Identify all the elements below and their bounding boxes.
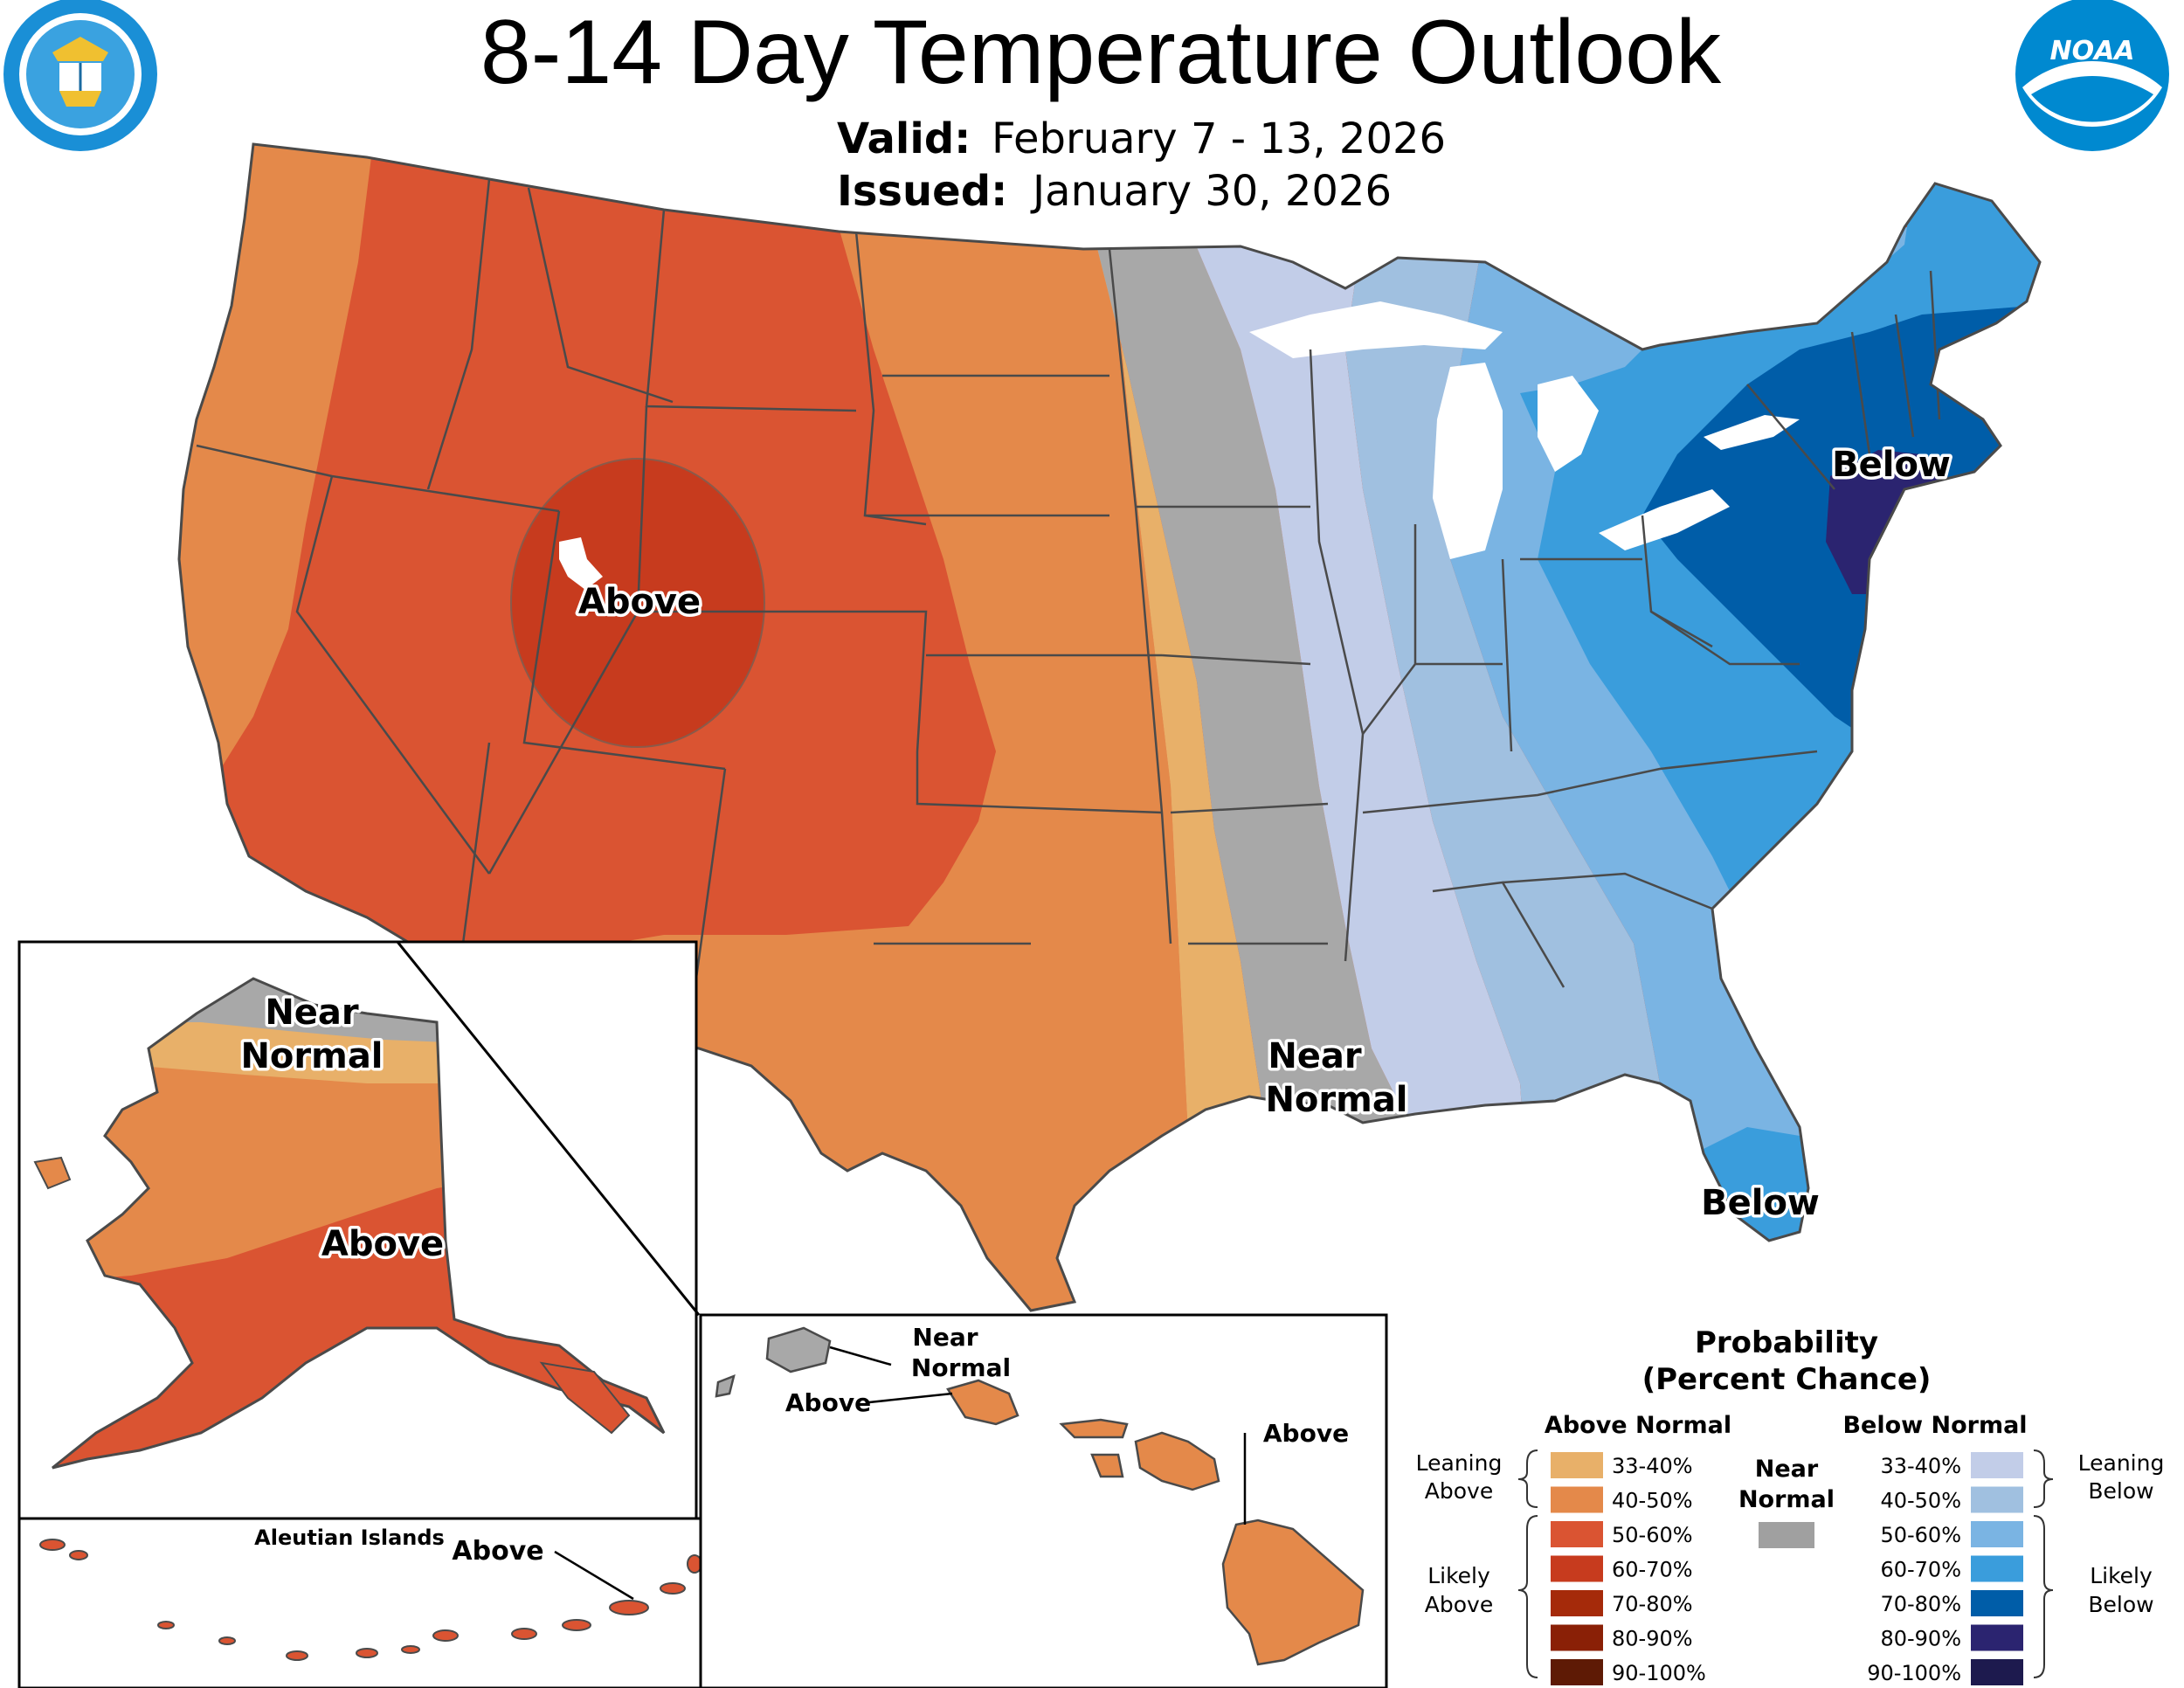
legend-below-swatch (1971, 1452, 2023, 1478)
legend-below-swatch (1971, 1521, 2023, 1547)
alaska-inset: Near Normal Above (17, 940, 701, 1520)
legend-title-1: Probability (1695, 1325, 1878, 1360)
label-hi-above-oahu: Above (785, 1388, 871, 1417)
legend-above-swatch (1551, 1659, 1603, 1685)
label-hi-above-big: Above (1263, 1419, 1349, 1448)
legend-title-2: (Percent Chance) (1642, 1362, 1932, 1397)
legend-above-range: 90-100% (1612, 1661, 1706, 1685)
legend-likely-below-2: Below (2088, 1592, 2153, 1617)
noaa-logo: NOAA (2015, 0, 2169, 151)
legend-below-swatch (1971, 1590, 2023, 1616)
legend-above-range: 70-80% (1612, 1592, 1693, 1616)
legend-likely-above-1: Likely (1427, 1563, 1490, 1588)
legend-above-header: Above Normal (1545, 1412, 1731, 1439)
legend-leaning-below-2: Below (2088, 1478, 2153, 1504)
legend-below-range: 40-50% (1880, 1489, 1961, 1513)
legend-below-swatch (1971, 1486, 2023, 1513)
legend-below-swatch (1971, 1555, 2023, 1582)
legend-leaning-below-1: Leaning (2078, 1450, 2165, 1476)
commerce-seal-logo (3, 0, 157, 151)
legend-near-swatch (1759, 1522, 1814, 1548)
label-ak-near-1: Near (265, 993, 359, 1033)
legend-above-swatch (1551, 1486, 1603, 1513)
legend-below-range: 50-60% (1880, 1523, 1961, 1547)
valid-label: Valid: (837, 114, 971, 163)
legend-near-2: Normal (1738, 1486, 1835, 1513)
legend-above-swatch (1551, 1555, 1603, 1582)
legend-above-range: 40-50% (1612, 1489, 1693, 1513)
legend-above-swatch (1551, 1624, 1603, 1651)
legend-below-header: Below Normal (1842, 1412, 2027, 1439)
legend-near-1: Near (1755, 1456, 1819, 1483)
legend-below-range: 33-40% (1880, 1454, 1961, 1478)
legend-below-swatch (1971, 1624, 2023, 1651)
label-conus-near-2: Normal (1265, 1080, 1407, 1120)
issued-label: Issued: (837, 167, 1007, 216)
legend-below-swatch (1971, 1659, 2023, 1685)
hawaii-inset: Near Normal Above Above (699, 1313, 1388, 1688)
label-aleutian-above: Above (452, 1536, 543, 1567)
legend-above-range: 80-90% (1612, 1627, 1693, 1651)
label-conus-near-1: Near (1268, 1036, 1362, 1076)
legend-likely-above-2: Above (1425, 1592, 1493, 1617)
legend-below-range: 90-100% (1867, 1661, 1961, 1685)
label-hi-near-2: Normal (911, 1353, 1011, 1382)
label-conus-below-fl: Below (1701, 1183, 1820, 1223)
label-ak-near-2: Normal (240, 1036, 383, 1076)
legend-above-range: 50-60% (1612, 1523, 1693, 1547)
legend-above-range: 33-40% (1612, 1454, 1693, 1478)
issued-value: January 30, 2026 (1030, 167, 1392, 216)
label-hi-near-1: Near (912, 1323, 978, 1352)
label-conus-below-ne: Below (1832, 445, 1951, 485)
legend-above-range: 60-70% (1612, 1558, 1693, 1582)
map-title: 8-14 Day Temperature Outlook (480, 2, 1722, 103)
legend-leaning-above-1: Leaning (1416, 1450, 1503, 1476)
label-aleutian-title: Aleutian Islands (254, 1525, 445, 1550)
legend-above-swatch (1551, 1521, 1603, 1547)
legend-likely-below-1: Likely (2090, 1563, 2153, 1588)
label-conus-above: Above (578, 582, 701, 622)
legend: Probability (Percent Chance) Above Norma… (1416, 1325, 2165, 1685)
noaa-logo-text: NOAA (2049, 36, 2134, 66)
legend-above-swatch (1551, 1590, 1603, 1616)
legend-above-swatch (1551, 1452, 1603, 1478)
aleutian-inset: Aleutian Islands Above (17, 1517, 702, 1688)
label-ak-above: Above (321, 1224, 444, 1264)
legend-leaning-above-2: Above (1425, 1478, 1493, 1504)
legend-below-range: 70-80% (1880, 1592, 1961, 1616)
legend-below-range: 60-70% (1880, 1558, 1961, 1582)
legend-below-range: 80-90% (1880, 1627, 1961, 1651)
valid-value: February 7 - 13, 2026 (992, 114, 1446, 163)
